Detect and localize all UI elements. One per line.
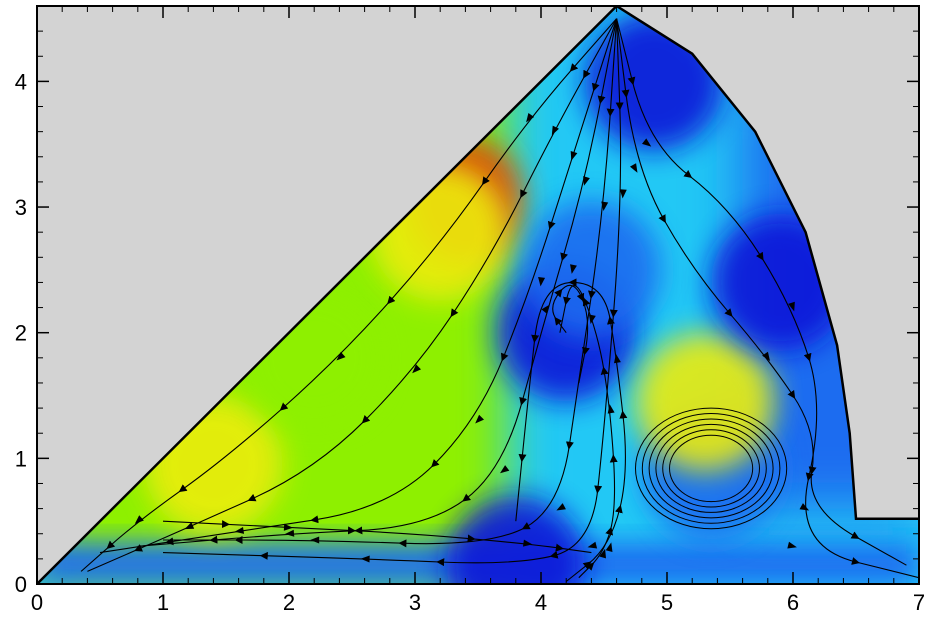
streamline-arrow (360, 555, 370, 563)
vortex-ring-3 (655, 423, 767, 513)
streamline-7 (616, 18, 919, 579)
streamline-arrow (541, 304, 550, 314)
vortex-ring-2 (648, 418, 774, 519)
vortex-ring-1 (641, 413, 781, 524)
streamline-arrow (599, 548, 606, 559)
streamline-arrow (522, 539, 533, 547)
streamlines (80, 18, 919, 582)
y-tick-label: 2 (15, 321, 27, 346)
x-tick-label: 6 (787, 590, 799, 615)
vortex-ring-0 (635, 407, 788, 530)
x-tick-label: 2 (283, 590, 295, 615)
x-tick-label: 3 (409, 590, 421, 615)
x-tick-label: 0 (31, 590, 43, 615)
streamline-arrow (570, 264, 577, 274)
streamline-arrow (538, 277, 546, 287)
plot-frame (36, 5, 920, 585)
x-tick-label: 1 (157, 590, 169, 615)
y-tick-label: 1 (15, 446, 27, 471)
x-axis: 0 1 2 3 4 5 6 7 (31, 6, 925, 615)
streamline-arrow (283, 523, 293, 531)
streamline-arrow (607, 404, 615, 414)
plot-area (37, 6, 919, 584)
vortex-ring-5 (669, 434, 754, 503)
streamline-arrow (642, 138, 652, 147)
streamline-10 (559, 285, 618, 579)
y-tick-label: 0 (15, 572, 27, 597)
streamline-11 (162, 520, 592, 554)
y-tick-label: 3 (15, 195, 27, 220)
streamline-arrow (788, 301, 795, 312)
x-tick-label: 5 (661, 590, 673, 615)
y-axis: 0 1 2 3 4 (15, 5, 919, 597)
vortex-ring-4 (662, 429, 760, 508)
y-tick-label: 4 (15, 69, 27, 94)
streamline-arrow (787, 541, 797, 549)
x-tick-label: 4 (535, 590, 547, 615)
x-tick-label: 7 (913, 590, 925, 615)
vortex (635, 407, 788, 530)
